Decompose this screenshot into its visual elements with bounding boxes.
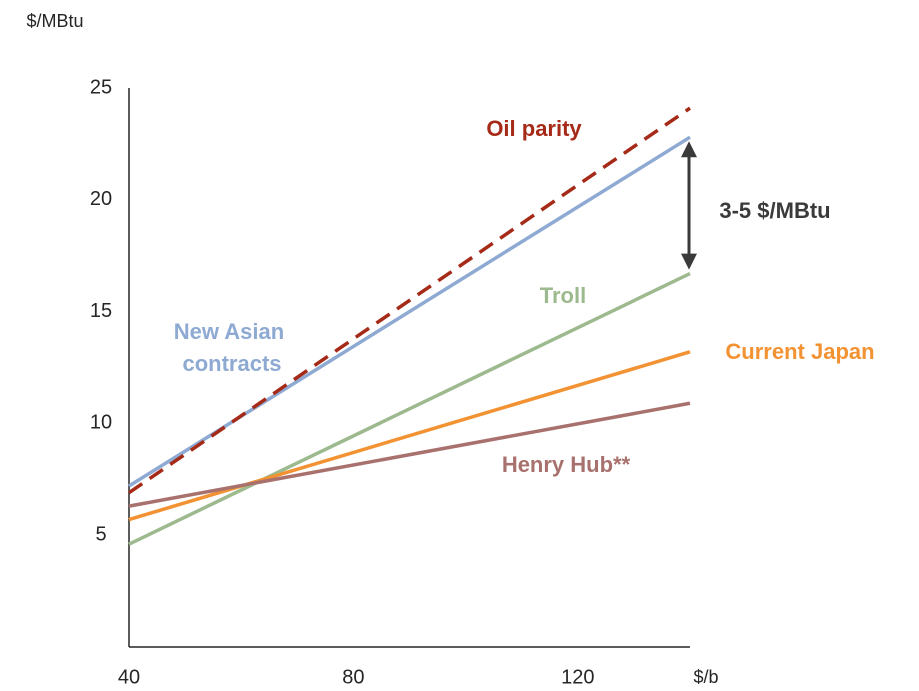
series-lines (128, 106, 691, 546)
series-line-henry-hub (128, 401, 691, 508)
gap-annotation: 3-5 $/MBtu (681, 141, 831, 270)
y-axis-label: $/MBtu (26, 11, 83, 31)
y-tick-label: 20 (90, 188, 112, 210)
x-tick-label: 120 (561, 666, 594, 688)
gap-annotation-label: 3-5 $/MBtu (719, 198, 830, 223)
y-tick-label: 5 (95, 523, 106, 545)
series-line-current-japan (128, 350, 691, 522)
series-label-current-japan: Current Japan (725, 339, 874, 364)
series-label-henry-hub: Henry Hub** (502, 452, 631, 477)
series-label-oil-parity: Oil parity (486, 116, 582, 141)
y-tick-label: 25 (90, 76, 112, 98)
y-tick-label: 15 (90, 300, 112, 322)
series-label-new-asian-contracts: New Asian contracts (174, 313, 291, 376)
series-line-oil-parity (128, 106, 691, 495)
gap-arrow-head-top (681, 141, 697, 158)
x-tick-labels: 40 80 120 (118, 666, 595, 688)
series-label-troll: Troll (540, 283, 586, 308)
series-line-troll (128, 272, 691, 546)
y-tick-labels: 5 10 15 20 25 (90, 76, 112, 545)
x-axis-label: $/b (693, 667, 718, 687)
gap-arrow-head-bottom (681, 253, 697, 270)
y-tick-label: 10 (90, 412, 112, 434)
x-tick-label: 40 (118, 666, 140, 688)
x-tick-label: 80 (342, 666, 364, 688)
